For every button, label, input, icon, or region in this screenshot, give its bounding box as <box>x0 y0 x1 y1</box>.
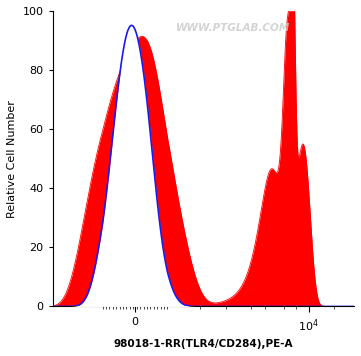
Text: WWW.PTGLAB.COM: WWW.PTGLAB.COM <box>176 23 291 33</box>
Y-axis label: Relative Cell Number: Relative Cell Number <box>7 100 17 218</box>
X-axis label: 98018-1-RR(TLR4/CD284),PE-A: 98018-1-RR(TLR4/CD284),PE-A <box>114 339 293 349</box>
